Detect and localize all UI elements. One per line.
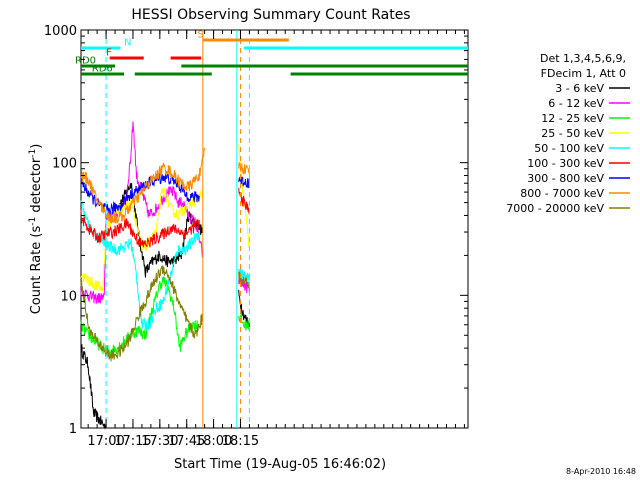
- chart-title: HESSI Observing Summary Count Rates: [131, 7, 410, 23]
- legend-item-2: 6 - 12 keV: [548, 97, 630, 110]
- flag-label-n: N: [124, 38, 131, 49]
- x-tick-label: 18:00: [195, 434, 232, 449]
- legend-label-5: 50 - 100 keV: [534, 142, 604, 155]
- legend-label-6: 100 - 300 keV: [527, 157, 604, 170]
- x-tick-label: 17:30: [141, 434, 178, 449]
- legend-header-line-2: FDecim 1, Att 0: [541, 67, 626, 80]
- legend-item-9: 7000 - 20000 keV: [506, 202, 630, 215]
- series-8: [80, 147, 250, 224]
- flag-rd0: RD0: [75, 56, 468, 68]
- legend-item-8: 800 - 7000 keV: [520, 187, 630, 200]
- legend-item-6: 100 - 300 keV: [527, 157, 630, 170]
- x-tick-label: 17:45: [168, 434, 205, 449]
- series-3: [80, 276, 250, 357]
- flag-f: F: [106, 48, 202, 60]
- legend-label-1: 3 - 6 keV: [555, 82, 604, 95]
- flag-rd6: RD6: [81, 64, 468, 76]
- legend: Det 1,3,4,5,6,9, FDecim 1, Att 0 3 - 6 k…: [506, 52, 630, 215]
- flag-label-rd6: RD6: [92, 64, 113, 75]
- flag-label-s: S: [197, 30, 203, 41]
- series-9: [80, 265, 250, 362]
- y-axis-label: Count Rate (s-1 detector-1): [28, 144, 44, 315]
- legend-items: 3 - 6 keV 6 - 12 keV 12 - 25 keV 25 - 50 ke…: [506, 82, 630, 215]
- legend-label-2: 6 - 12 keV: [548, 97, 604, 110]
- series-line-3: [80, 276, 250, 357]
- legend-item-7: 300 - 800 keV: [527, 172, 630, 185]
- flag-label-rd0: RD0: [75, 56, 96, 67]
- flag-s: S: [197, 30, 289, 42]
- y-tick-label: 1: [69, 422, 77, 437]
- y-tick-label: 1000: [44, 24, 77, 39]
- vertical-markers: [105, 30, 250, 428]
- x-tick-label: 17:00: [87, 434, 124, 449]
- footer-date: 8-Apr-2010 16:48: [566, 467, 636, 476]
- legend-label-9: 7000 - 20000 keV: [506, 202, 604, 215]
- legend-item-1: 3 - 6 keV: [555, 82, 630, 95]
- series-line-9: [80, 265, 250, 362]
- legend-label-4: 25 - 50 keV: [541, 127, 604, 140]
- legend-item-3: 12 - 25 keV: [541, 112, 630, 125]
- x-axis-label: Start Time (19-Aug-05 16:46:02): [174, 457, 386, 472]
- plot-frame: [80, 29, 469, 429]
- x-tick-label: 18:15: [222, 434, 259, 449]
- legend-header-line-1: Det 1,3,4,5,6,9,: [540, 52, 626, 65]
- flag-label-f: F: [106, 48, 112, 59]
- legend-label-3: 12 - 25 keV: [541, 112, 604, 125]
- legend-label-7: 300 - 800 keV: [527, 172, 604, 185]
- x-tick-label: 17:15: [114, 434, 151, 449]
- flag-n: N: [81, 38, 468, 50]
- legend-label-8: 800 - 7000 keV: [520, 187, 604, 200]
- series-line-8: [80, 147, 250, 224]
- y-tick-label: 100: [52, 157, 77, 172]
- y-tick-label: 10: [60, 289, 77, 304]
- legend-item-5: 50 - 100 keV: [534, 142, 630, 155]
- legend-item-4: 25 - 50 keV: [541, 127, 630, 140]
